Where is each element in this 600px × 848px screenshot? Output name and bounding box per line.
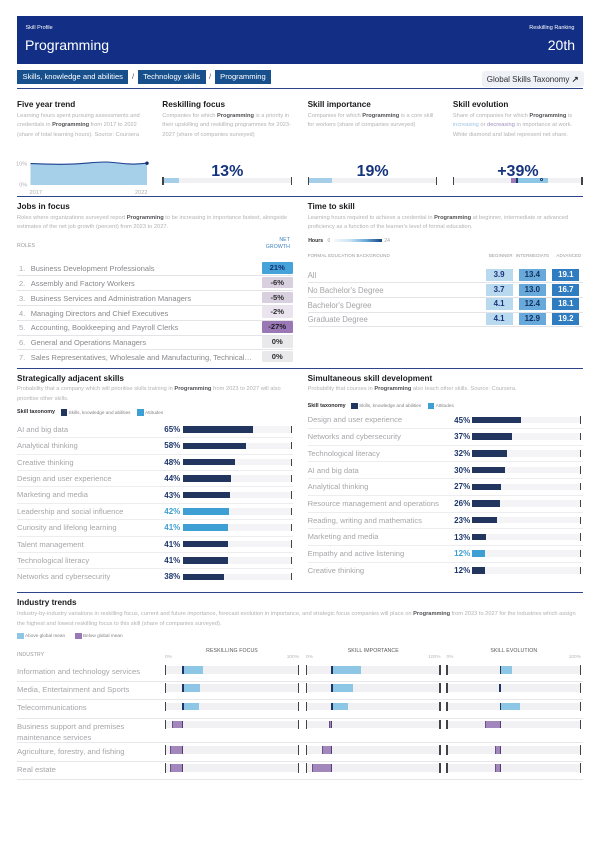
svg-text:2022: 2022	[135, 190, 147, 195]
svg-text:0%: 0%	[19, 183, 27, 189]
svg-text:10%: 10%	[16, 162, 27, 168]
svg-text:2017: 2017	[30, 190, 42, 195]
